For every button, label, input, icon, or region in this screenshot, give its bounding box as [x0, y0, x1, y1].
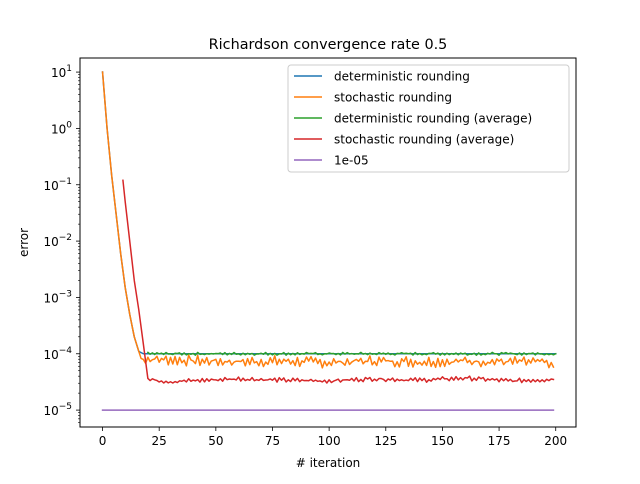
x-tick-label: 175 — [488, 434, 511, 448]
y-tick-label: 101 — [51, 64, 72, 80]
x-tick-label: 125 — [374, 434, 397, 448]
chart-title: Richardson convergence rate 0.5 — [209, 37, 448, 53]
y-axis-ticks: 10−5 10−4 10−3 10−2 10−1 100 101 — [43, 64, 80, 423]
x-tick-label: 50 — [208, 434, 223, 448]
legend-label-4: 1e-05 — [334, 154, 369, 168]
legend-label-2: deterministic rounding (average) — [334, 112, 532, 126]
x-tick-label: 200 — [544, 434, 567, 448]
x-tick-label: 75 — [265, 434, 280, 448]
x-tick-label: 150 — [431, 434, 454, 448]
series-line-3 — [122, 179, 555, 384]
y-tick-label: 10−3 — [43, 289, 72, 305]
legend: deterministic rounding stochastic roundin… — [287, 64, 570, 173]
legend-label-1: stochastic rounding — [334, 91, 452, 105]
series-line-1 — [101, 71, 555, 369]
y-tick-label: 100 — [51, 120, 72, 136]
y-tick-label: 10−1 — [43, 177, 72, 193]
x-tick-label: 100 — [318, 434, 341, 448]
series-lines — [101, 71, 557, 411]
y-tick-label: 10−4 — [43, 346, 72, 362]
legend-label-0: deterministic rounding — [334, 70, 470, 84]
series-line-2 — [146, 351, 557, 356]
legend-box — [287, 64, 570, 173]
y-tick-label: 10−5 — [43, 402, 72, 418]
plot-frame — [79, 57, 577, 428]
legend-label-3: stochastic rounding (average) — [334, 133, 514, 147]
x-axis-label: # iteration — [296, 456, 361, 470]
x-axis-ticks: 0 25 50 75 100 125 150 175 200 — [99, 427, 567, 448]
x-tick-label: 0 — [99, 434, 107, 448]
y-tick-label: 10−2 — [43, 233, 72, 249]
x-tick-label: 25 — [152, 434, 167, 448]
y-axis-label: error — [17, 228, 31, 257]
